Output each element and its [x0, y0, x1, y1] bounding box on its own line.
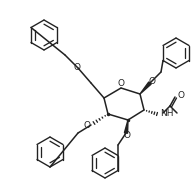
Text: O: O — [124, 131, 130, 139]
Text: NH: NH — [160, 108, 173, 117]
Polygon shape — [140, 82, 151, 94]
Text: O: O — [148, 77, 155, 86]
Text: O: O — [74, 63, 80, 73]
Text: O: O — [178, 92, 185, 101]
Polygon shape — [124, 120, 128, 133]
Text: O: O — [117, 78, 125, 88]
Text: O: O — [84, 120, 91, 130]
